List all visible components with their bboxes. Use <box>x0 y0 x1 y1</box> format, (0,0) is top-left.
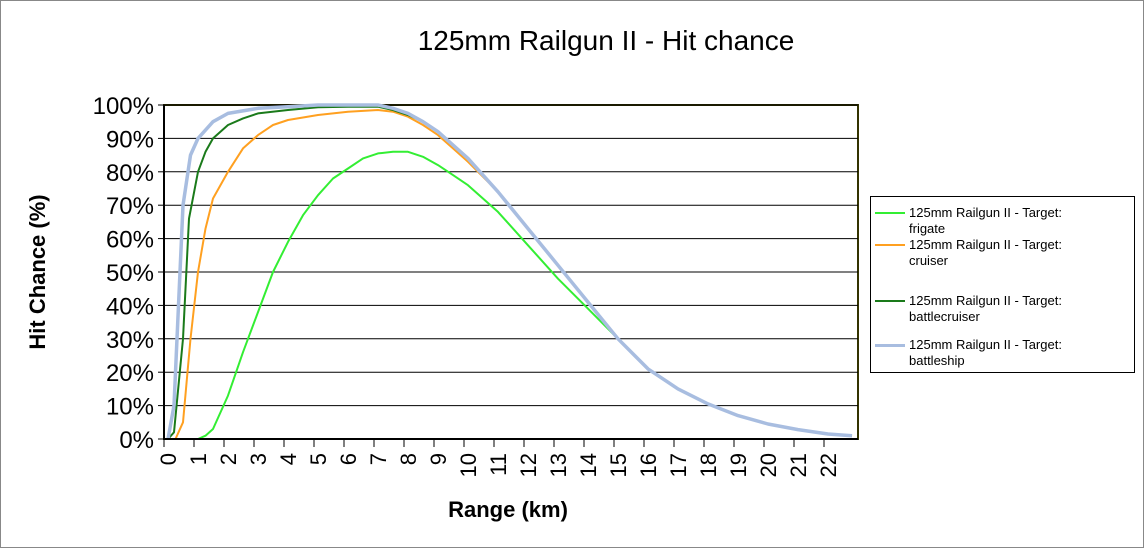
x-tick-label: 3 <box>246 453 271 465</box>
x-axis-label: Range (km) <box>448 497 568 522</box>
legend-label: 125mm Railgun II - Target: frigate <box>909 205 1062 236</box>
x-tick-label: 10 <box>456 453 481 477</box>
y-tick-label: 30% <box>106 327 154 354</box>
x-tick-label: 4 <box>276 453 301 465</box>
x-tick-label: 22 <box>816 453 841 477</box>
legend-swatch <box>875 344 905 347</box>
y-tick-label: 90% <box>106 126 154 153</box>
chart-title: 125mm Railgun II - Hit chance <box>417 25 795 56</box>
x-tick-label: 17 <box>666 453 691 477</box>
x-tick-label: 19 <box>726 453 751 477</box>
x-tick-label: 7 <box>366 453 391 465</box>
y-tick-label: 20% <box>106 360 154 387</box>
y-tick-label: 70% <box>106 193 154 220</box>
y-tick-label: 100% <box>93 93 154 120</box>
y-tick-label: 60% <box>106 227 154 254</box>
x-tick-label: 6 <box>336 453 361 465</box>
y-tick-label: 80% <box>106 160 154 187</box>
x-tick-label: 20 <box>756 453 781 477</box>
x-tick-label: 18 <box>696 453 721 477</box>
x-tick-label: 5 <box>306 453 331 465</box>
legend-item: 125mm Railgun II - Target: frigate <box>875 205 1099 237</box>
x-tick-label: 16 <box>636 453 661 477</box>
legend-label: 125mm Railgun II - Target: battleship <box>909 337 1062 368</box>
legend-swatch <box>875 300 905 302</box>
x-tick-label: 12 <box>516 453 541 477</box>
x-tick-label: 14 <box>576 453 601 477</box>
y-axis-label: Hit Chance (%) <box>25 194 50 349</box>
x-tick-label: 0 <box>156 453 181 465</box>
x-tick-label: 8 <box>396 453 421 465</box>
legend-label: 125mm Railgun II - Target: battlecruiser <box>909 293 1062 324</box>
y-tick-label: 50% <box>106 260 154 287</box>
x-tick-label: 9 <box>426 453 451 465</box>
x-tick-label: 11 <box>486 453 511 476</box>
y-tick-label: 40% <box>106 293 154 320</box>
x-tick-label: 15 <box>606 453 631 477</box>
legend-swatch <box>875 212 905 214</box>
legend: 125mm Railgun II - Target: frigate 125mm … <box>870 196 1135 373</box>
legend-swatch <box>875 244 905 246</box>
x-tick-label: 21 <box>786 453 811 477</box>
y-tick-label: 10% <box>106 394 154 421</box>
x-tick-label: 13 <box>546 453 571 477</box>
legend-item: 125mm Railgun II - Target: cruiser <box>875 237 1099 269</box>
legend-label: 125mm Railgun II - Target: cruiser <box>909 237 1062 268</box>
y-tick-label: 0% <box>119 427 154 454</box>
x-tick-label: 2 <box>216 453 241 465</box>
legend-item: 125mm Railgun II - Target: battlecruiser <box>875 293 1099 325</box>
series-line-3 <box>166 103 853 440</box>
legend-item: 125mm Railgun II - Target: battleship <box>875 337 1099 369</box>
x-tick-label: 1 <box>186 453 211 465</box>
